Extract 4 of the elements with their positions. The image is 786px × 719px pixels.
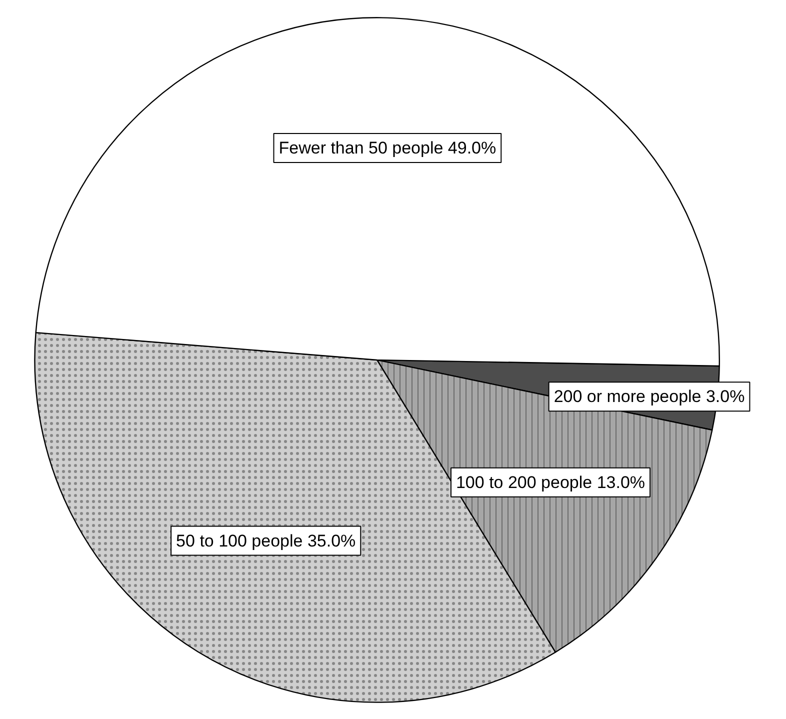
slice-label: 100 to 200 people 13.0% (456, 472, 646, 492)
slice-label: 200 or more people 3.0% (554, 387, 745, 406)
slice-label: Fewer than 50 people 49.0% (278, 138, 496, 158)
slice-label: 50 to 100 people 35.0% (176, 531, 356, 550)
